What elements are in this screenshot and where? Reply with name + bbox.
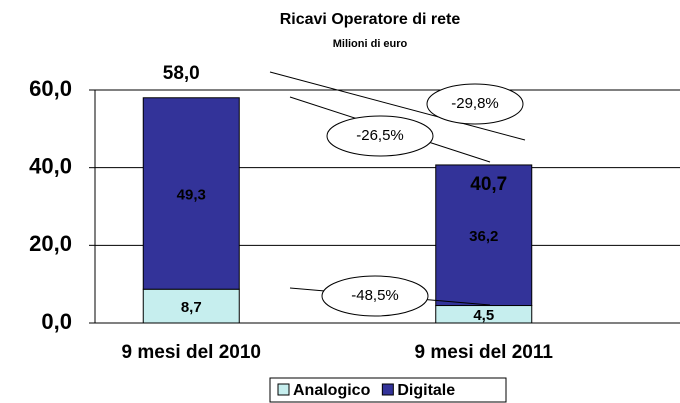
bar-segment	[142, 97, 240, 290]
legend-swatch	[381, 383, 394, 396]
value-label: 49,3	[177, 186, 206, 203]
value-label: 4,5	[473, 307, 494, 324]
chart-title: Ricavi Operatore di rete	[280, 11, 461, 28]
chart-subtitle: Milioni di euro	[333, 38, 408, 50]
y-tick-label: 40,0	[29, 153, 72, 178]
value-label: 8,7	[181, 299, 202, 316]
annotation: -48,5%	[351, 287, 399, 304]
total-label: 58,0	[163, 63, 200, 84]
bar-segment	[142, 288, 240, 324]
bar-segment	[435, 164, 533, 307]
legend-swatch	[277, 383, 290, 396]
annotation: -29,8%	[451, 95, 499, 112]
callout	[326, 115, 434, 157]
y-tick-label: 0,0	[41, 309, 72, 334]
x-tick-label: 9 mesi del 2010	[122, 342, 261, 363]
callout	[426, 83, 524, 125]
annotations: -29,8% -26,5% -48,5%	[269, 71, 526, 317]
y-tick-label: 60,0	[29, 76, 72, 101]
total-label: 40,7	[470, 174, 507, 195]
x-tick-label: 9 mesi del 2011	[415, 342, 554, 363]
annotation: -26,5%	[356, 127, 404, 144]
plot: 0,0 20,0 40,0 60,0 9 mesi del 2010 8,7 49,3 58,…	[29, 63, 680, 363]
legend-label: Digitale	[397, 382, 455, 399]
callout	[321, 275, 429, 317]
value-label: 36,2	[469, 228, 498, 245]
y-tick-label: 20,0	[29, 231, 72, 256]
legend-label: Analogico	[293, 382, 371, 399]
connector	[269, 71, 526, 141]
